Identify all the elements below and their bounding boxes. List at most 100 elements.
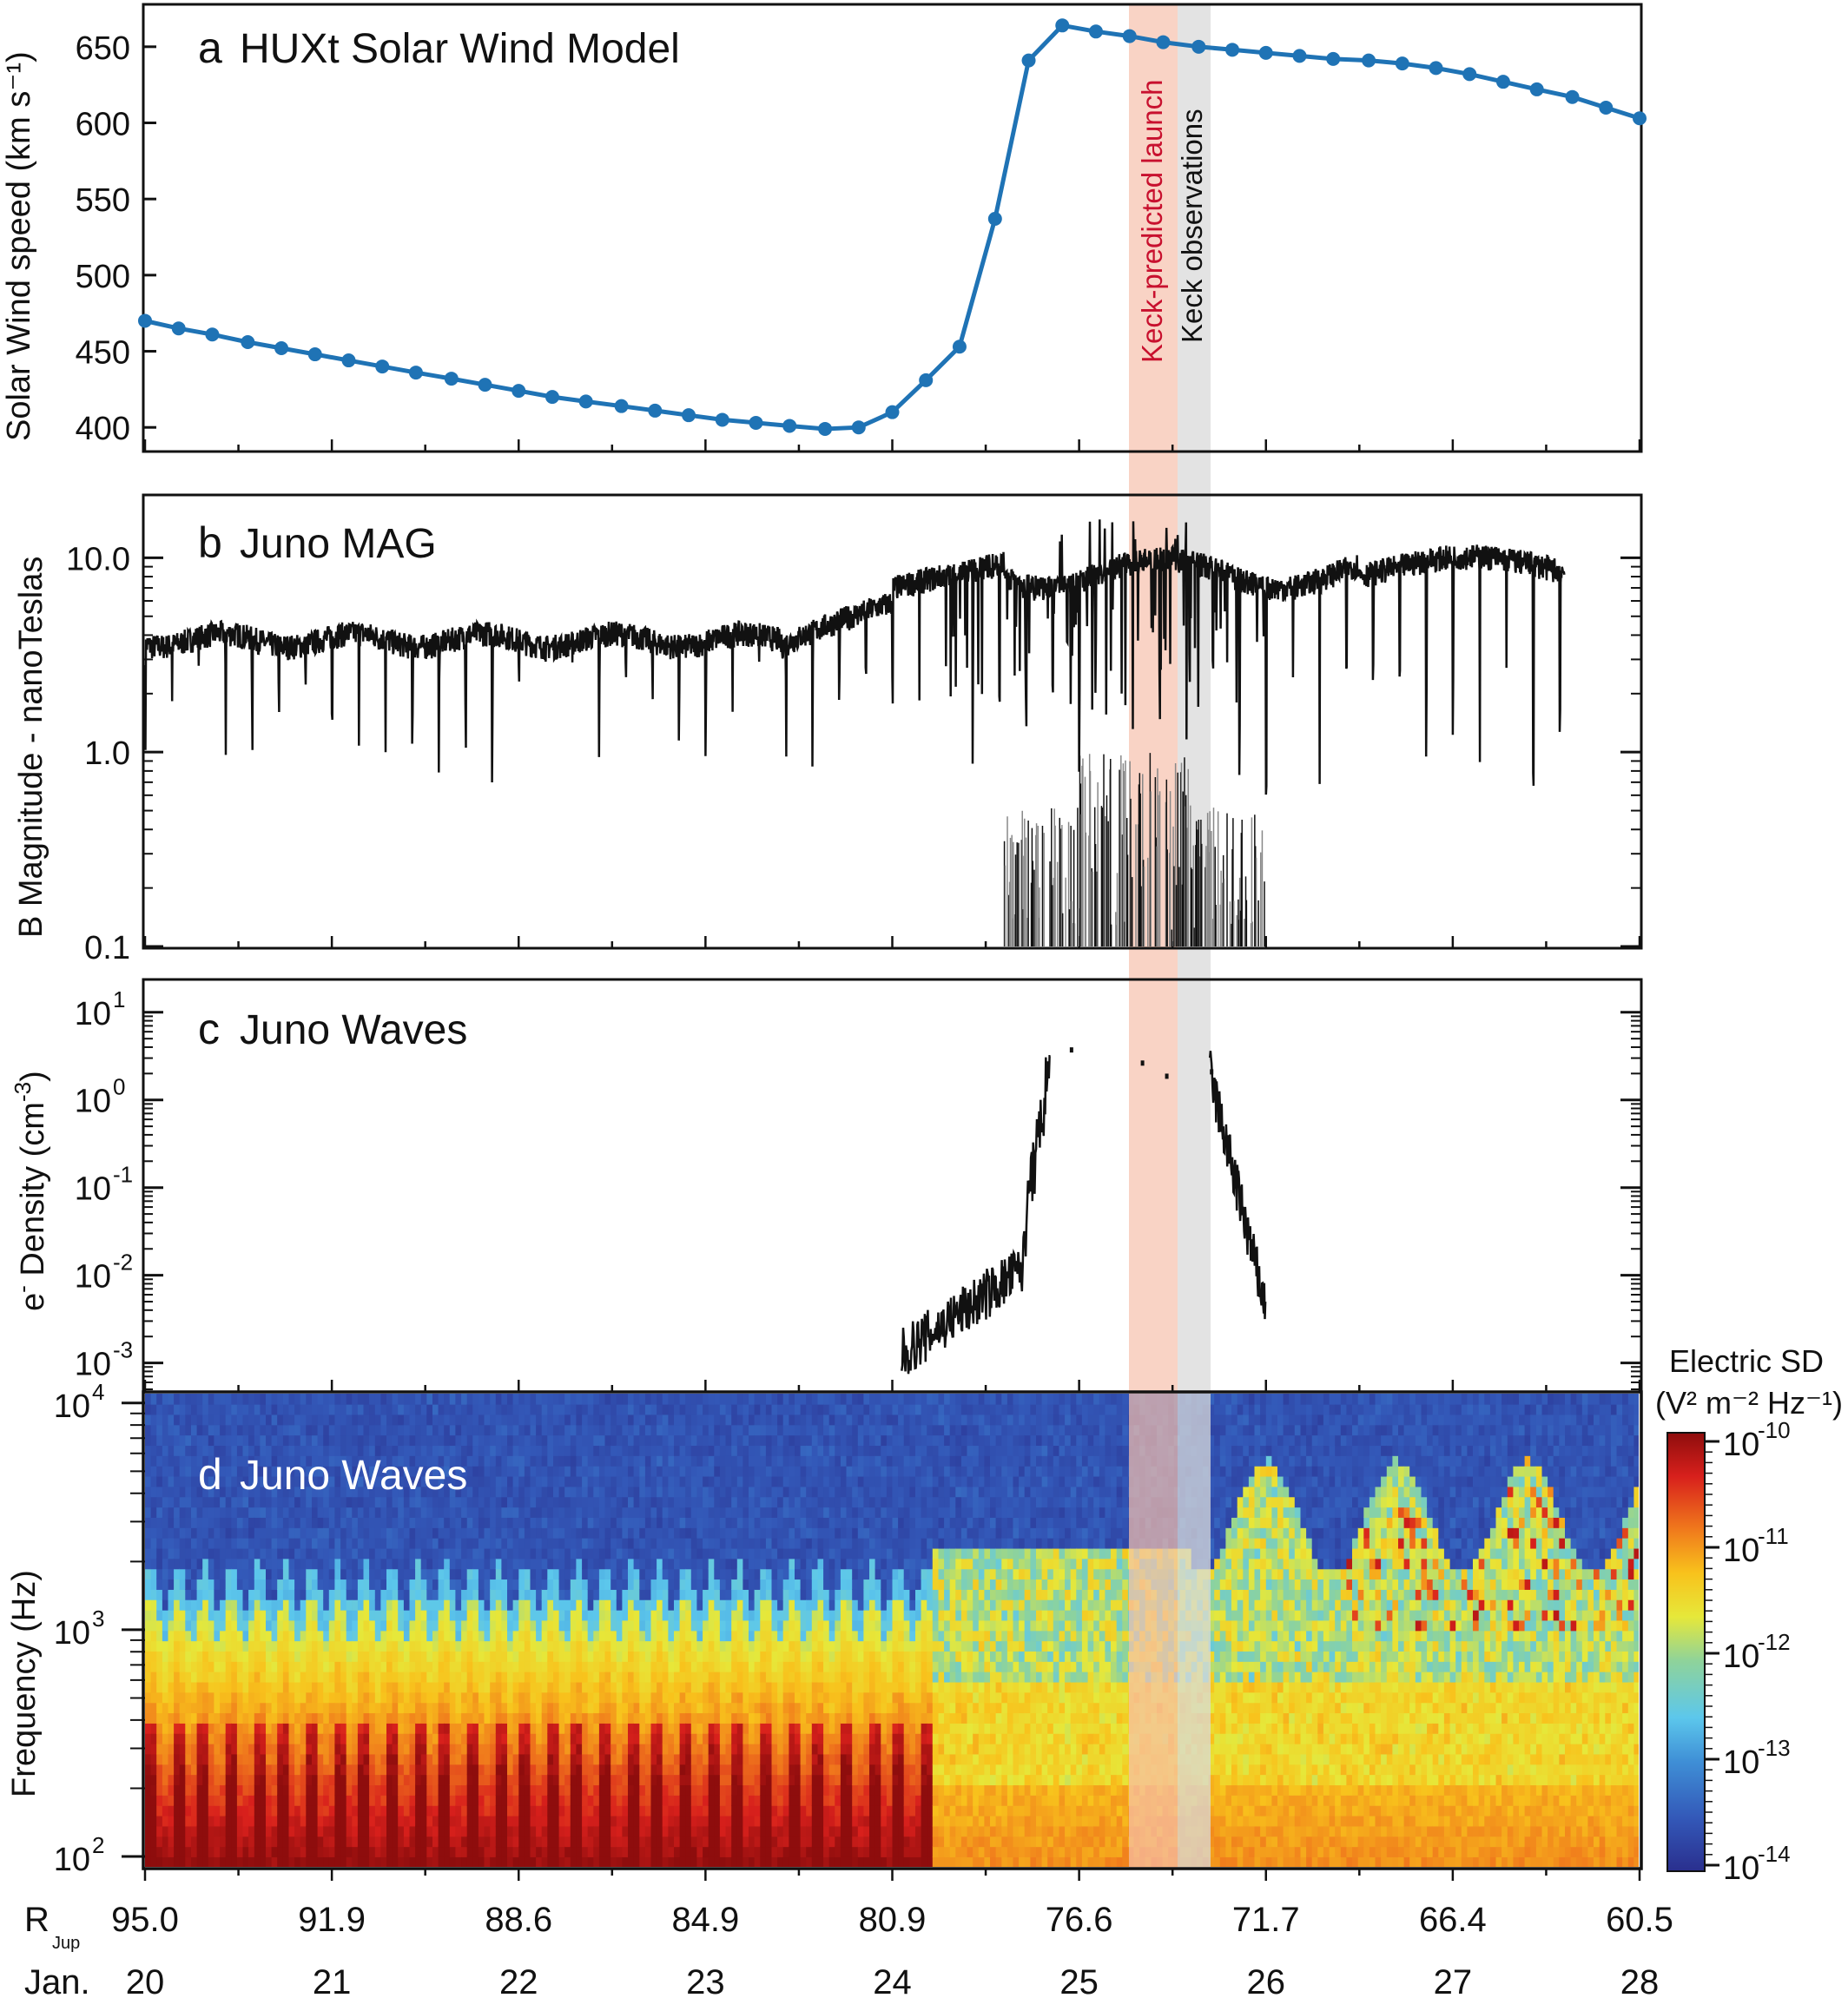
heatmap-cell xyxy=(582,1836,589,1848)
heatmap-cell xyxy=(610,1743,617,1755)
heatmap-cell xyxy=(536,1507,543,1518)
heatmap-cell xyxy=(576,1414,583,1426)
heatmap-cell xyxy=(582,1537,589,1549)
heatmap-cell xyxy=(576,1599,583,1611)
heatmap-cell xyxy=(317,1691,324,1704)
heatmap-cell xyxy=(271,1589,278,1600)
heatmap-cell xyxy=(518,1733,525,1744)
heatmap-cell xyxy=(708,1455,715,1467)
heatmap-cell xyxy=(242,1568,249,1580)
heatmap-cell xyxy=(662,1558,669,1570)
heatmap-cell xyxy=(231,1403,238,1415)
heatmap-cell xyxy=(179,1764,186,1776)
heatmap-cell xyxy=(420,1527,427,1539)
heatmap-cell xyxy=(392,1568,399,1580)
heatmap-cell xyxy=(719,1619,727,1632)
heatmap-cell xyxy=(541,1558,548,1570)
heatmap-cell xyxy=(598,1486,606,1498)
heatmap-cell xyxy=(236,1804,244,1817)
heatmap-cell xyxy=(409,1723,416,1734)
heatmap-cell xyxy=(633,1774,640,1786)
heatmap-cell xyxy=(236,1661,244,1672)
heatmap-cell xyxy=(288,1733,295,1744)
heatmap-cell xyxy=(386,1856,393,1867)
heatmap-cell xyxy=(754,1712,761,1724)
heatmap-cell xyxy=(323,1804,330,1817)
heatmap-cell xyxy=(714,1507,721,1518)
heatmap-cell xyxy=(409,1702,416,1714)
heatmap-cell xyxy=(760,1507,767,1518)
heatmap-cell xyxy=(403,1795,411,1806)
heatmap-cell xyxy=(231,1804,238,1817)
heatmap-cell xyxy=(461,1733,468,1744)
heatmap-cell xyxy=(202,1475,209,1487)
heatmap-cell xyxy=(277,1496,284,1508)
heatmap-cell xyxy=(582,1804,589,1817)
heatmap-cell xyxy=(668,1681,675,1693)
heatmap-cell xyxy=(622,1527,629,1539)
heatmap-cell xyxy=(685,1815,692,1827)
heatmap-cell xyxy=(725,1836,732,1848)
heatmap-cell xyxy=(220,1846,227,1857)
heatmap-cell xyxy=(174,1394,181,1405)
heatmap-cell xyxy=(570,1579,578,1590)
heatmap-cell xyxy=(536,1496,543,1508)
heatmap-cell xyxy=(340,1414,347,1426)
heatmap-cell xyxy=(674,1774,681,1786)
heatmap-cell xyxy=(363,1619,370,1632)
heatmap-cell xyxy=(484,1836,491,1848)
heatmap-cell xyxy=(380,1671,387,1683)
heatmap-cell xyxy=(610,1434,617,1447)
heatmap-cell xyxy=(719,1568,727,1580)
heatmap-cell xyxy=(306,1702,313,1714)
heatmap-cell xyxy=(271,1507,278,1518)
heatmap-cell xyxy=(719,1723,727,1734)
heatmap-cell xyxy=(242,1671,249,1683)
heatmap-cell xyxy=(708,1619,715,1632)
heatmap-cell xyxy=(644,1712,652,1724)
heatmap-cell xyxy=(674,1702,681,1714)
heatmap-cell xyxy=(610,1651,617,1662)
heatmap-cell xyxy=(162,1815,169,1827)
heatmap-cell xyxy=(512,1764,519,1776)
heatmap-cell xyxy=(306,1414,313,1426)
heatmap-cell xyxy=(650,1568,657,1580)
heatmap-cell xyxy=(685,1702,692,1714)
heatmap-cell xyxy=(426,1517,433,1528)
heatmap-cell xyxy=(174,1599,181,1611)
heatmap-cell xyxy=(662,1712,669,1724)
heatmap-cell xyxy=(266,1774,273,1786)
heatmap-cell xyxy=(604,1579,611,1590)
heatmap-cell xyxy=(455,1414,462,1426)
heatmap-cell xyxy=(317,1414,324,1426)
heatmap-cell xyxy=(260,1856,267,1867)
heatmap-cell xyxy=(277,1609,284,1621)
heatmap-cell xyxy=(363,1445,370,1456)
heatmap-cell xyxy=(208,1712,215,1724)
heatmap-cell xyxy=(466,1434,473,1447)
heatmap-cell xyxy=(248,1846,255,1857)
heatmap-cell xyxy=(352,1815,359,1827)
heatmap-cell xyxy=(196,1846,203,1857)
heatmap-cell xyxy=(403,1774,411,1786)
heatmap-cell xyxy=(260,1836,267,1848)
heatmap-cell xyxy=(288,1743,295,1755)
heatmap-cell xyxy=(512,1568,519,1580)
heatmap-cell xyxy=(282,1825,290,1837)
heatmap-cell xyxy=(507,1743,514,1755)
heatmap-cell xyxy=(616,1681,624,1693)
heatmap-cell xyxy=(518,1414,525,1426)
heatmap-cell xyxy=(610,1836,617,1848)
heatmap-cell xyxy=(174,1568,181,1580)
heatmap-cell xyxy=(254,1619,261,1632)
heatmap-cell xyxy=(570,1764,578,1776)
heatmap-cell xyxy=(604,1681,611,1693)
heatmap-cell xyxy=(598,1394,606,1405)
heatmap-cell xyxy=(657,1630,663,1642)
heatmap-cell xyxy=(731,1630,738,1642)
heatmap-cell xyxy=(392,1774,399,1786)
heatmap-cell xyxy=(633,1434,640,1447)
heatmap-cell xyxy=(674,1579,681,1590)
heatmap-cell xyxy=(466,1394,473,1405)
heatmap-cell xyxy=(266,1795,273,1806)
